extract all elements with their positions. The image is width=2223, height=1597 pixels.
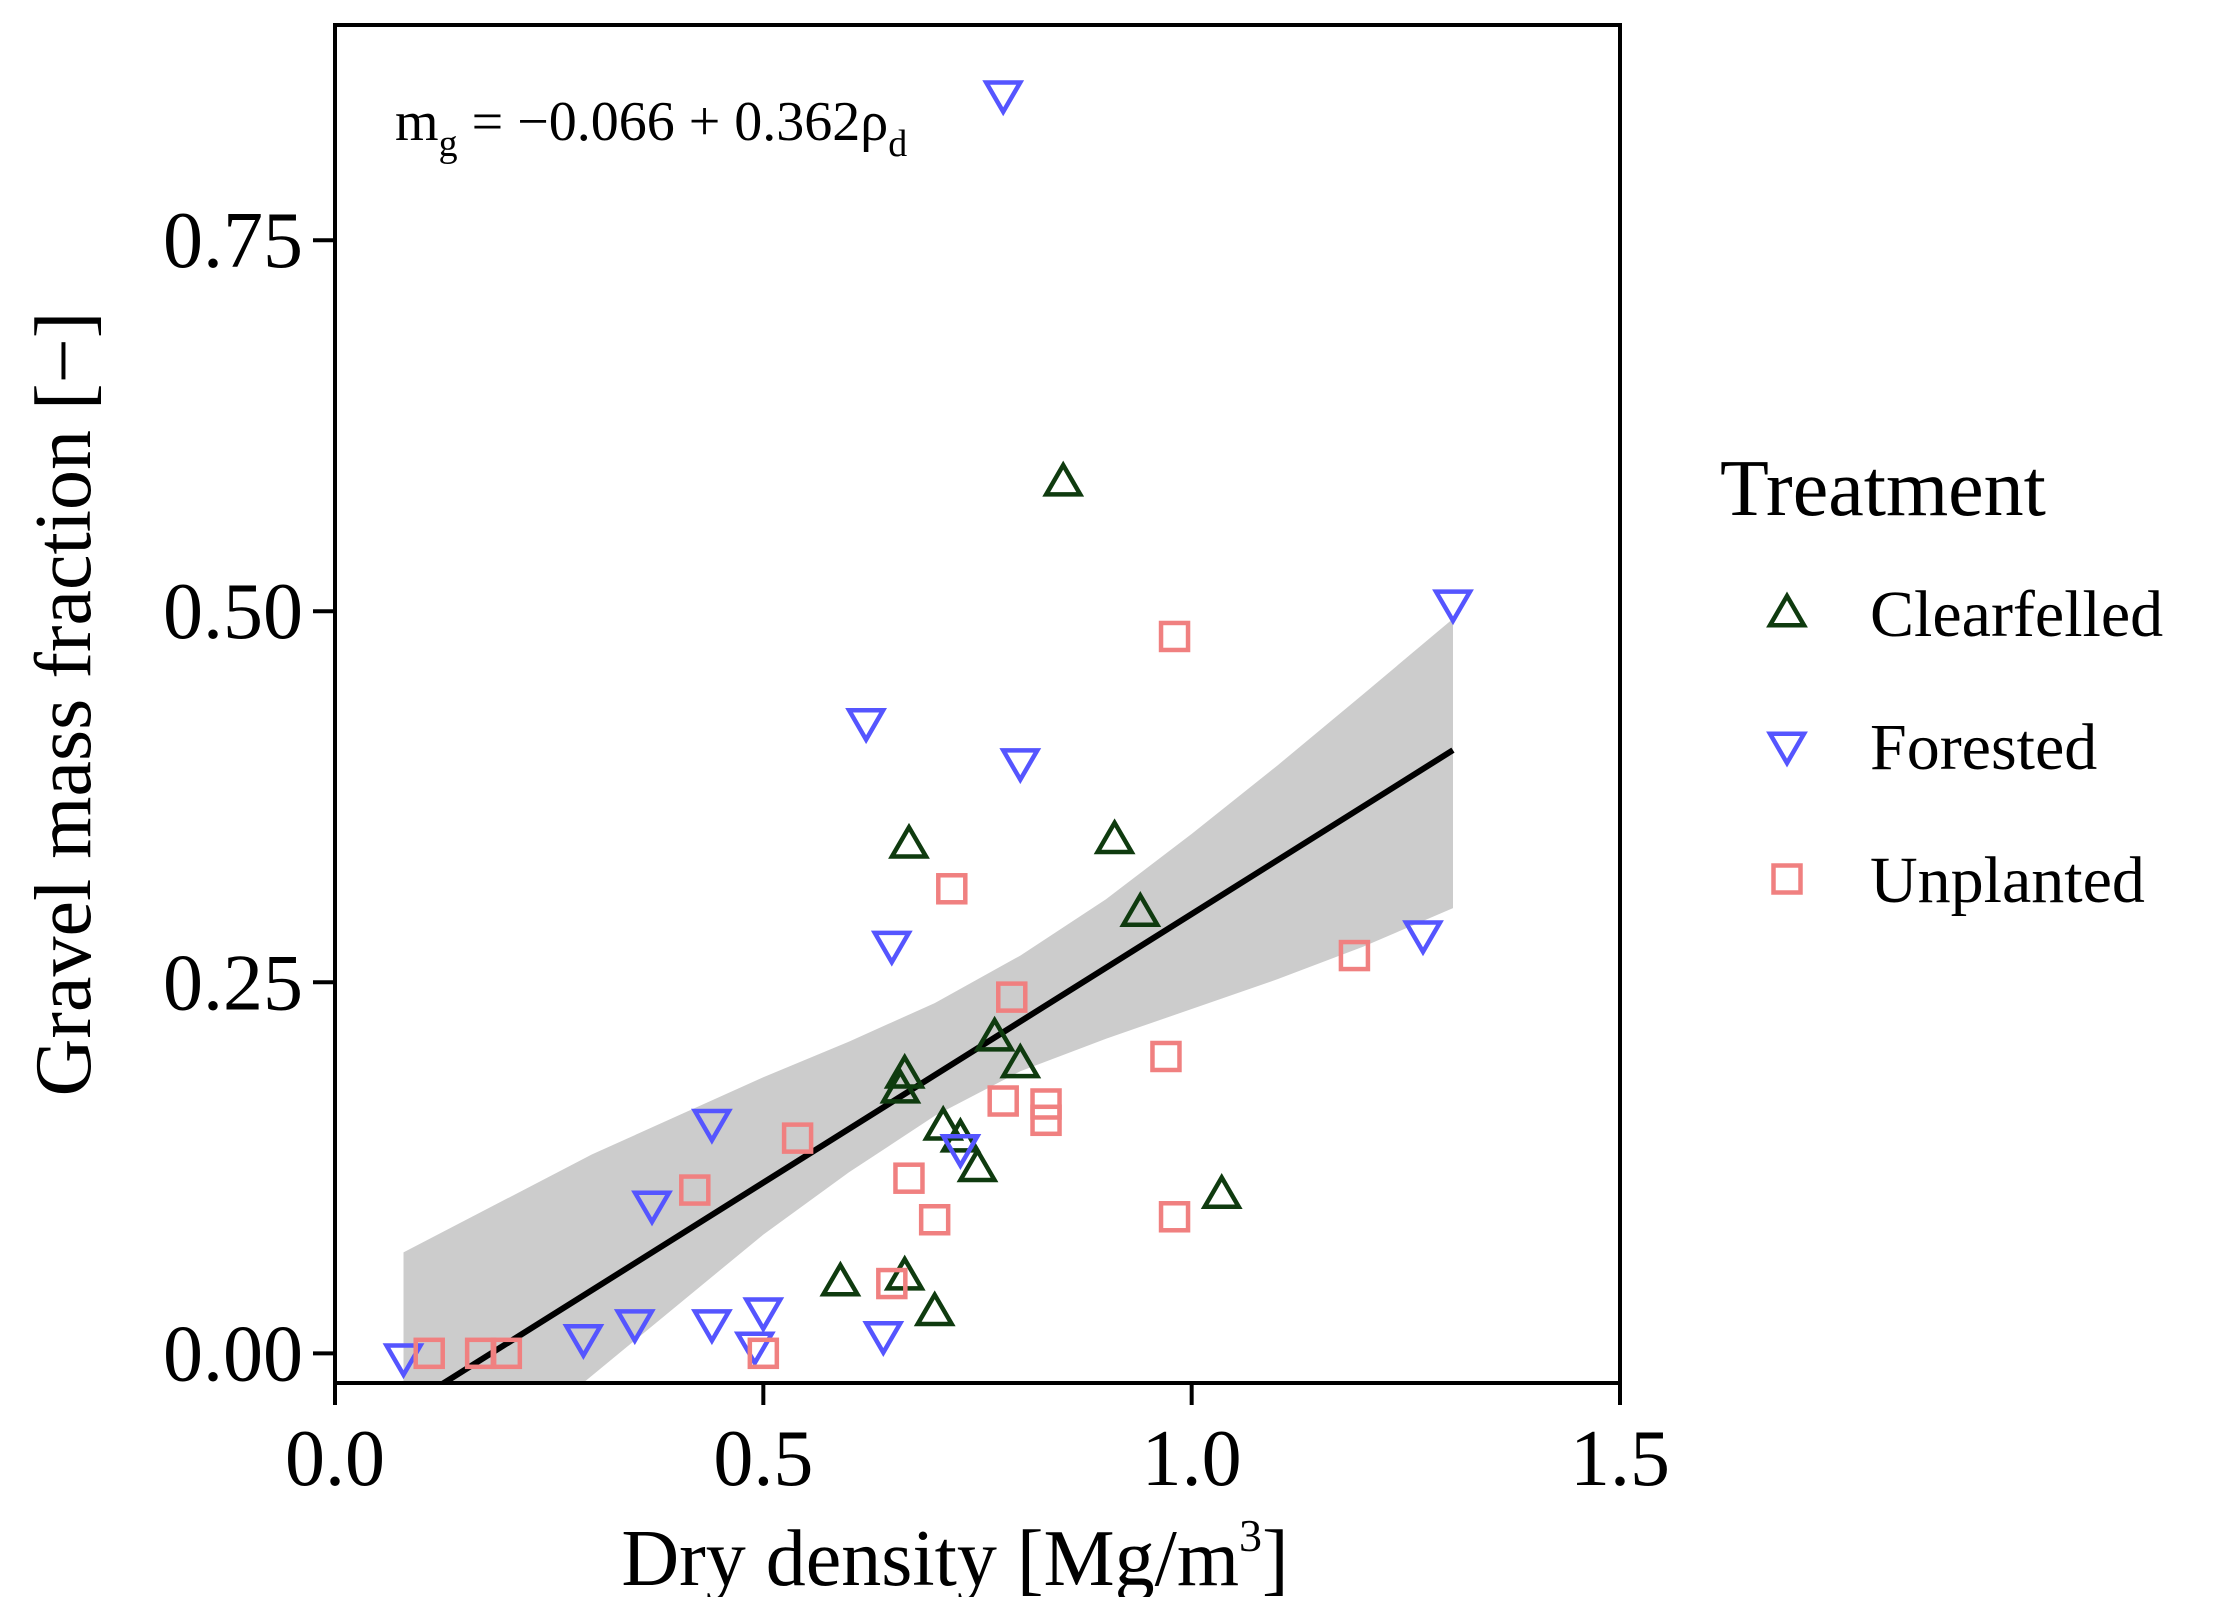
legend-label-clearfelled: Clearfelled [1870, 578, 2163, 651]
legend-label-forested: Forested [1870, 711, 2097, 784]
unplanted-point [1158, 620, 1191, 653]
unplanted-point [781, 1122, 814, 1154]
unplanted-point [876, 1267, 908, 1300]
legend: Treatment Clearfelled Forested Unplanted [1720, 445, 2163, 917]
clearfelled-point [999, 1042, 1042, 1079]
unplanted-point [987, 1085, 1019, 1117]
legend-title: Treatment [1720, 445, 2046, 533]
equation-annotation: mg = −0.066 + 0.362ρd [395, 91, 907, 165]
forested-point [1432, 589, 1474, 626]
legend-key-unplanted [1771, 863, 1803, 895]
unplanted-point [918, 1203, 951, 1236]
unplanted-point [679, 1174, 711, 1206]
unplanted-point [996, 981, 1028, 1013]
forested-point [870, 930, 913, 967]
confidence-band-layer [403, 618, 1453, 1383]
clearfelled-point [1119, 891, 1162, 928]
unplanted-point [490, 1337, 523, 1370]
x-tick-label: 1.0 [1142, 1415, 1242, 1503]
y-tick-label: 0.00 [163, 1310, 303, 1398]
forested-point [982, 80, 1025, 117]
x-tick-label: 0.5 [713, 1415, 813, 1503]
forested-point [1402, 920, 1444, 957]
regression-line-layer [438, 747, 1455, 1383]
clearfelled-point [1093, 818, 1136, 855]
y-tick-label: 0.25 [163, 939, 303, 1027]
y-tick-label: 0.50 [163, 568, 303, 656]
forested-point [690, 1108, 733, 1145]
legend-label-unplanted: Unplanted [1870, 844, 2145, 917]
clearfelled-point [973, 1015, 1016, 1052]
axes-layer: 0.00 0.25 0.50 0.75 0.0 0.5 1.0 1.5 [163, 197, 1670, 1503]
unplanted-point [893, 1162, 925, 1194]
clearfelled-point [1200, 1173, 1243, 1210]
forested-point [690, 1309, 733, 1346]
plot-area [382, 80, 1474, 1383]
forested-point [733, 1331, 776, 1368]
data-points-layer [382, 80, 1474, 1380]
unplanted-point [1030, 1104, 1062, 1137]
forested-point [742, 1297, 785, 1334]
clearfelled-point [1042, 460, 1085, 497]
legend-item-unplanted: Unplanted [1771, 844, 2145, 917]
unplanted-point [1338, 939, 1371, 972]
clearfelled-point [879, 1067, 922, 1104]
clearfelled-point [888, 822, 930, 859]
unplanted-point [1030, 1088, 1062, 1120]
legend-key-clearfelled [1766, 591, 1808, 628]
y-axis-title: Gravel mass fraction [−] [20, 312, 108, 1097]
clearfelled-point [913, 1290, 956, 1327]
regression-line [438, 747, 1455, 1383]
unplanted-point [1158, 1201, 1191, 1233]
legend-item-forested: Forested [1766, 711, 2097, 784]
confidence-band [403, 618, 1453, 1383]
unplanted-point [413, 1337, 445, 1370]
forested-point [382, 1343, 425, 1380]
forested-point [862, 1321, 905, 1357]
forested-point [631, 1190, 673, 1227]
plot-panel-border [333, 23, 1622, 1385]
unplanted-point [747, 1337, 780, 1370]
forested-point [939, 1134, 982, 1170]
clearfelled-point [956, 1146, 999, 1183]
legend-item-clearfelled: Clearfelled [1766, 578, 2163, 651]
x-axis-title: Dry density [Mg/m3] [621, 1510, 1288, 1597]
unplanted-point [1150, 1040, 1182, 1073]
x-tick-label: 1.5 [1570, 1415, 1670, 1503]
equation-text: mg = −0.066 + 0.362ρd [395, 91, 907, 165]
y-tick-label: 0.75 [163, 197, 303, 285]
forested-point [999, 748, 1042, 785]
legend-key-forested [1766, 731, 1808, 768]
forested-point [562, 1323, 605, 1360]
forested-point [845, 708, 888, 745]
clearfelled-point [883, 1052, 926, 1089]
clearfelled-point [819, 1260, 862, 1297]
series-unplanted [413, 620, 1371, 1370]
forested-point [613, 1309, 656, 1346]
series-forested [382, 80, 1474, 1380]
unplanted-point [936, 873, 968, 905]
x-tick-label: 0.0 [285, 1415, 385, 1503]
